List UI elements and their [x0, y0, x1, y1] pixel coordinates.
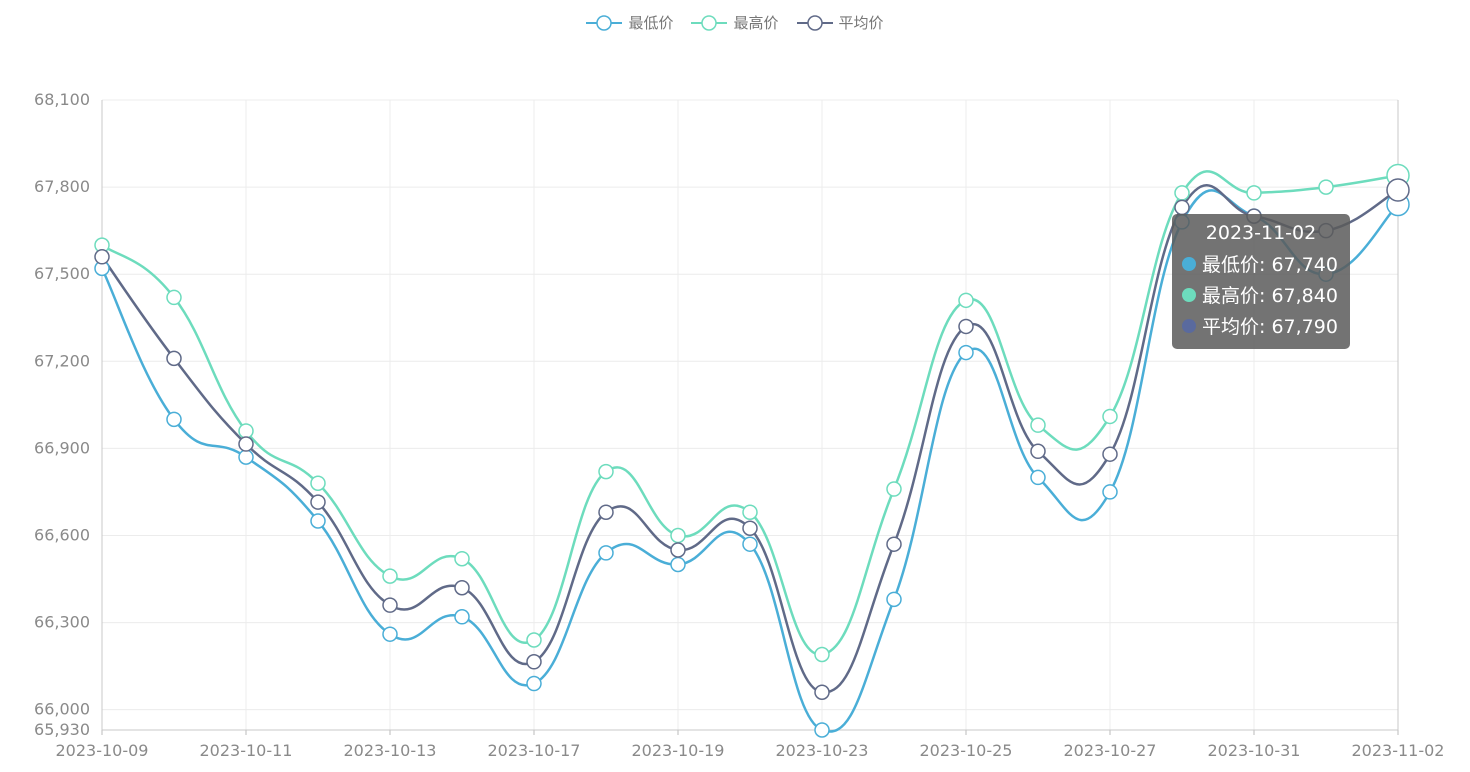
tooltip-title: 2023-11-02 [1205, 222, 1317, 244]
tooltip-label-low: 最低价: 67,740 [1202, 254, 1338, 276]
legend-marker-high-icon [691, 13, 728, 33]
y-tick-label: 66,000 [34, 700, 90, 719]
data-point-avg [1030, 443, 1046, 460]
x-tick-label: 2023-10-19 [632, 741, 725, 760]
data-point-avg [670, 542, 686, 558]
tooltip-row-avg: 平均价: 67,790 [1182, 310, 1340, 341]
data-point-high [526, 632, 542, 648]
data-point-high [1318, 179, 1334, 195]
data-point-low [1030, 469, 1046, 486]
data-point-avg [1102, 446, 1118, 462]
data-point-low [742, 536, 758, 552]
legend: 最低价 最高价 平均价 [0, 12, 1470, 33]
data-point-avg [454, 579, 470, 596]
y-tick-label: 67,500 [34, 264, 90, 283]
data-point-low [598, 545, 614, 561]
legend-item-avg[interactable]: 平均价 [796, 12, 884, 33]
legend-item-low[interactable]: 最低价 [586, 12, 673, 33]
data-point-high [1030, 417, 1046, 433]
data-point-low [670, 556, 686, 573]
data-point-low [1102, 484, 1118, 500]
y-tick-label: 66,300 [34, 613, 90, 632]
data-point-avg [238, 436, 254, 452]
data-point-high [742, 504, 758, 521]
x-tick-label: 2023-10-09 [56, 741, 149, 760]
series-line-avg [100, 183, 1399, 694]
tooltip: 2023-11-02 最低价: 67,740 最高价: 67,840 平均价: … [1172, 214, 1350, 349]
data-point-avg [742, 520, 758, 536]
data-point-high [310, 475, 326, 491]
data-point-high [166, 289, 182, 306]
data-point-high [1174, 185, 1190, 201]
legend-marker-avg-icon [796, 13, 833, 33]
data-point-avg [886, 536, 902, 552]
data-point-avg [814, 684, 830, 701]
tooltip-label-avg: 平均价: 67,790 [1202, 316, 1338, 338]
data-point-avg [1386, 178, 1410, 202]
x-tick-label: 2023-10-31 [1208, 741, 1301, 760]
data-point-avg [166, 350, 182, 367]
data-point-avg [598, 504, 614, 521]
data-point-high [814, 646, 830, 663]
x-tick-label: 2023-10-13 [344, 741, 437, 760]
data-point-avg [526, 654, 542, 670]
data-point-avg [382, 597, 398, 613]
data-point-avg [310, 494, 326, 510]
data-point-high [670, 527, 686, 544]
data-point-high [238, 423, 254, 439]
data-point-high [1246, 185, 1262, 201]
y-tick-label: 66,600 [34, 525, 90, 544]
legend-marker-low-icon [586, 13, 623, 33]
data-point-avg [94, 249, 110, 265]
data-point-low [166, 411, 182, 428]
data-point-high [598, 463, 614, 480]
series-line-low [100, 189, 1399, 733]
data-point-high [1102, 408, 1118, 425]
data-point-low [526, 675, 542, 692]
data-point-high [454, 550, 470, 567]
tooltip-dot-high [1182, 287, 1196, 302]
y-tick-label: 68,100 [34, 90, 90, 109]
data-point-low [454, 609, 470, 625]
x-tick-label: 2023-10-27 [1064, 741, 1157, 760]
legend-item-high[interactable]: 最高价 [691, 12, 779, 33]
x-tick-label: 2023-10-11 [200, 741, 293, 760]
y-tick-label: 67,800 [34, 177, 90, 196]
data-point-avg [1174, 199, 1190, 216]
tooltip-label-high: 最高价: 67,840 [1202, 285, 1338, 307]
data-point-high [886, 481, 902, 497]
legend-label-avg: 平均价 [838, 14, 884, 32]
legend-label-high: 最高价 [733, 14, 779, 32]
series-line-high [101, 170, 1399, 656]
data-point-high [958, 292, 974, 309]
data-point-low [814, 722, 830, 738]
x-tick-label: 2023-11-02 [1352, 741, 1445, 760]
legend-label-low: 最低价 [628, 14, 674, 32]
data-point-low [238, 449, 254, 465]
y-tick-label: 67,200 [34, 351, 90, 370]
tooltip-row-low: 最低价: 67,740 [1182, 248, 1340, 279]
data-point-low [958, 344, 974, 361]
tooltip-row-high: 最高价: 67,840 [1182, 279, 1340, 310]
tooltip-dot-avg [1182, 318, 1196, 333]
data-point-low [382, 626, 398, 642]
y-tick-label: 66,900 [34, 438, 90, 457]
x-tick-label: 2023-10-25 [920, 741, 1013, 760]
data-point-avg [958, 318, 974, 335]
y-tick-label: 65,930 [34, 720, 90, 739]
data-point-low [886, 591, 902, 608]
data-point-high [382, 568, 398, 584]
x-tick-label: 2023-10-17 [488, 741, 581, 760]
tooltip-dot-low [1182, 256, 1196, 271]
x-tick-label: 2023-10-23 [776, 741, 869, 760]
data-point-low [310, 513, 326, 529]
